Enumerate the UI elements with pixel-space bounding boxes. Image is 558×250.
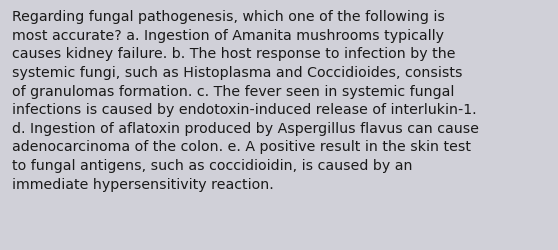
Text: Regarding fungal pathogenesis, which one of the following is
most accurate? a. I: Regarding fungal pathogenesis, which one… bbox=[12, 10, 479, 191]
